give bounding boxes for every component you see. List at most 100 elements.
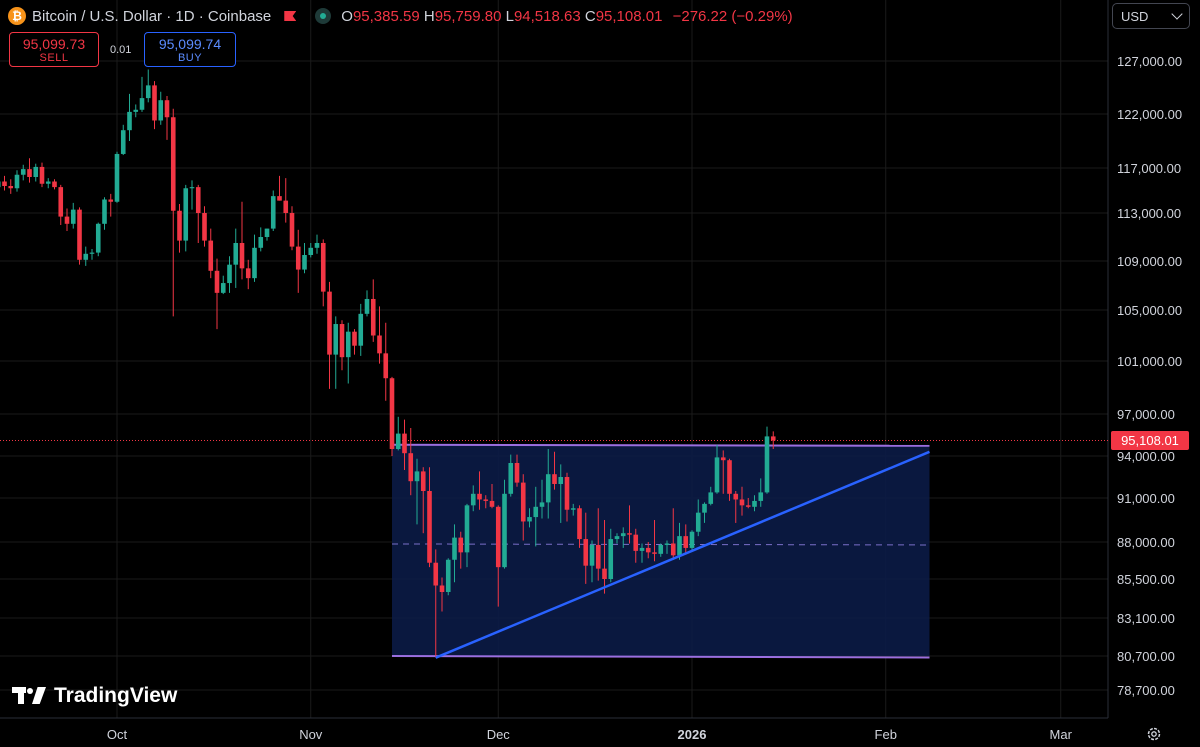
candle — [483, 495, 489, 509]
candle — [252, 234, 257, 282]
candle-body — [752, 500, 757, 507]
tradingview-logo[interactable]: TradingView — [12, 684, 177, 708]
candle — [708, 486, 714, 506]
price-axis-label: 94,000.00 — [1117, 449, 1175, 464]
candle-body — [445, 559, 451, 592]
buy-label: BUY — [177, 52, 203, 64]
candle-body — [758, 492, 764, 501]
candle-body — [89, 252, 95, 254]
candle-body — [139, 98, 145, 110]
candle-body — [202, 213, 207, 241]
time-axis-label: Feb — [875, 727, 897, 742]
candle — [502, 479, 507, 569]
candle — [445, 558, 451, 596]
candle — [139, 76, 145, 112]
candle-body — [552, 474, 557, 484]
candle — [77, 207, 82, 265]
price-axis-label: 78,700.00 — [1117, 683, 1175, 698]
candle — [420, 467, 426, 534]
candle-body — [620, 533, 626, 537]
currency-selector[interactable]: USD — [1112, 3, 1190, 29]
candle — [733, 491, 739, 523]
candle-body — [264, 228, 270, 237]
candle-body — [39, 166, 45, 184]
candle — [33, 163, 39, 182]
time-axis-label: Nov — [299, 727, 323, 742]
low-value: 94,518.63 — [513, 7, 581, 25]
candle — [189, 180, 195, 210]
candle-body — [677, 536, 682, 556]
candle — [458, 531, 464, 569]
price-axis[interactable]: 127,000.00 122,000.00 117,000.00 113,000.00… — [1117, 54, 1182, 698]
candle — [595, 508, 601, 581]
candle-body — [64, 216, 70, 224]
close-value: 95,108.01 — [595, 7, 663, 25]
red-flag-icon[interactable] — [283, 9, 297, 23]
candle — [227, 256, 232, 293]
candle — [0, 181, 1, 188]
candle-body — [377, 335, 382, 354]
tradingview-logo-icon — [12, 684, 48, 708]
candle — [83, 246, 89, 266]
sell-button[interactable]: 95,099.73 SELL — [9, 32, 99, 67]
candle — [720, 450, 726, 494]
candle — [770, 431, 776, 449]
candle — [695, 499, 701, 537]
time-axis-label: Oct — [107, 727, 128, 742]
candle — [645, 542, 651, 559]
candle — [164, 95, 170, 140]
time-axis[interactable]: Oct Nov Dec 2026 Feb Mar — [107, 727, 1073, 742]
candle — [358, 303, 364, 356]
high-label: H — [423, 7, 435, 25]
candle-body — [77, 209, 82, 260]
candle-body — [220, 283, 226, 293]
symbol-title[interactable]: Bitcoin / U.S. Dollar · 1D · Coinbase — [32, 7, 272, 25]
trendline-drawing[interactable] — [435, 450, 930, 659]
candle — [614, 533, 620, 544]
candle-body — [127, 111, 132, 131]
candle — [470, 485, 476, 512]
time-axis-label: 2026 — [678, 727, 707, 742]
price-axis-label: 85,500.00 — [1117, 572, 1175, 587]
candle-body — [558, 477, 564, 484]
candle — [345, 322, 351, 384]
spread-value: 0.01 — [110, 44, 132, 56]
candle — [758, 478, 764, 507]
candle — [195, 184, 201, 243]
candle — [314, 234, 320, 254]
candle — [333, 316, 339, 389]
candle — [45, 178, 51, 189]
candle-body — [70, 209, 76, 224]
candle — [39, 162, 45, 188]
market-status-dot-icon — [315, 8, 332, 24]
candle-body — [233, 243, 239, 265]
candle — [527, 508, 532, 528]
candle-body — [83, 253, 89, 260]
settings-gear-icon[interactable] — [1146, 726, 1162, 742]
candle-body — [364, 298, 370, 314]
candle — [377, 306, 382, 364]
candle-body — [114, 153, 120, 202]
candle — [683, 524, 689, 554]
candle-body — [245, 268, 251, 279]
candle-body — [577, 508, 582, 540]
candle — [114, 151, 120, 203]
price-axis-label: 105,000.00 — [1117, 303, 1182, 318]
candle-body — [27, 169, 32, 177]
candle — [477, 471, 482, 510]
candle-body — [689, 531, 695, 548]
candle — [202, 206, 207, 247]
candle-body — [183, 188, 189, 241]
candle-body — [339, 324, 345, 358]
candle — [727, 458, 732, 501]
candle — [664, 540, 670, 554]
buy-button[interactable]: 95,099.74 BUY — [144, 32, 236, 67]
candle-body — [527, 517, 532, 522]
candle — [58, 184, 64, 225]
price-axis-label: 113,000.00 — [1117, 206, 1181, 221]
candle — [427, 467, 432, 568]
candle — [70, 202, 76, 229]
last-price-tag: 95,108.01 — [1111, 431, 1189, 450]
candle-body — [270, 196, 276, 229]
